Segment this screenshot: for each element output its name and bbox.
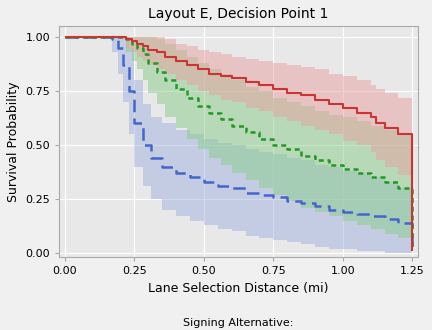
Title: Layout E, Decision Point 1: Layout E, Decision Point 1 bbox=[148, 7, 329, 21]
Y-axis label: Survival Probability: Survival Probability bbox=[7, 82, 20, 202]
X-axis label: Lane Selection Distance (mi): Lane Selection Distance (mi) bbox=[148, 282, 329, 295]
Legend: 1, 2, 3: 1, 2, 3 bbox=[168, 314, 308, 330]
